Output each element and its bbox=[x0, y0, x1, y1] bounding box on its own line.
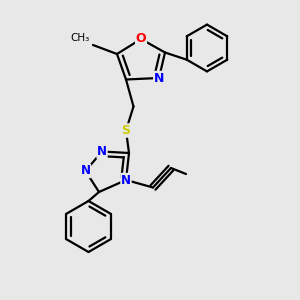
Text: N: N bbox=[80, 164, 91, 178]
Text: O: O bbox=[136, 32, 146, 46]
Text: N: N bbox=[154, 71, 164, 85]
Text: N: N bbox=[121, 173, 131, 187]
Text: S: S bbox=[122, 124, 130, 137]
Text: CH₃: CH₃ bbox=[70, 33, 89, 43]
Text: N: N bbox=[97, 145, 107, 158]
